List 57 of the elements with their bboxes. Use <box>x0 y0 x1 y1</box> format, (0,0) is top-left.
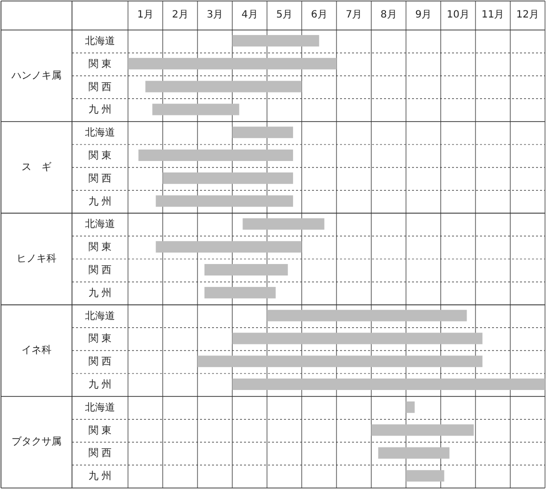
x-tick-label: 9月 <box>415 10 432 20</box>
bar <box>232 35 320 46</box>
bar <box>145 80 302 92</box>
y-tick-label: 関 西 <box>88 356 112 368</box>
y-tick-label: 北海道 <box>85 126 115 139</box>
x-tick-label: 2月 <box>172 10 188 20</box>
y-tick-label: 関 東 <box>88 241 112 254</box>
bar <box>152 104 240 116</box>
bar <box>406 401 415 413</box>
y-tick-label: 関 西 <box>88 82 112 93</box>
y-tick-label: 関 西 <box>88 173 112 184</box>
x-tick-label: 6月 <box>310 10 328 20</box>
y-tick-label: 北海道 <box>85 218 115 230</box>
y-tick-label: 九 州 <box>88 470 112 482</box>
text: イネ科 <box>22 344 52 356</box>
x-tick-label: 11月 <box>482 10 504 20</box>
bar <box>156 241 302 253</box>
x-tick-label: 12月 <box>516 10 539 20</box>
y-tick-label: 関 東 <box>88 332 112 345</box>
y-tick-label: 北海道 <box>85 34 115 47</box>
text: ヒノキ科 <box>16 252 56 264</box>
x-tick-label: 10月 <box>446 10 470 20</box>
y-tick-label: 九 州 <box>88 195 112 208</box>
bar <box>267 310 467 322</box>
bar <box>156 195 294 207</box>
y-tick-label: 関 西 <box>88 448 112 460</box>
bar <box>162 172 294 184</box>
bar <box>138 150 294 161</box>
bar <box>128 58 336 70</box>
y-tick-label: 北海道 <box>85 401 115 414</box>
x-tick-label: 3月 <box>206 10 224 20</box>
bar <box>232 332 482 344</box>
y-tick-label: 関 西 <box>88 264 112 276</box>
x-tick-label: 8月 <box>380 10 397 20</box>
x-tick-label: 7月 <box>346 10 362 20</box>
y-tick-label: 九 州 <box>88 378 112 390</box>
bar <box>232 378 545 390</box>
x-tick-label: 4月 <box>241 10 258 20</box>
x-tick-label: 1月 <box>137 10 154 20</box>
text: ブタクサ属 <box>12 436 62 448</box>
y-tick-label: 九 州 <box>88 286 112 299</box>
y-tick-label: 関 東 <box>88 58 112 70</box>
y-tick-label: 関 東 <box>88 424 112 436</box>
y-tick-label: 九 州 <box>88 104 112 116</box>
bar <box>232 126 294 138</box>
bar <box>371 424 474 436</box>
bar <box>198 356 482 368</box>
x-tick-label: 5月 <box>276 10 293 20</box>
bar <box>204 264 288 276</box>
bar <box>242 218 324 230</box>
text: ハンノキ属 <box>10 70 62 82</box>
y-tick-label: 関 東 <box>88 149 112 162</box>
text: ス ギ <box>22 160 52 173</box>
bar <box>406 470 444 482</box>
bar <box>204 286 276 298</box>
y-tick-label: 北海道 <box>85 310 115 322</box>
bar <box>378 447 450 459</box>
